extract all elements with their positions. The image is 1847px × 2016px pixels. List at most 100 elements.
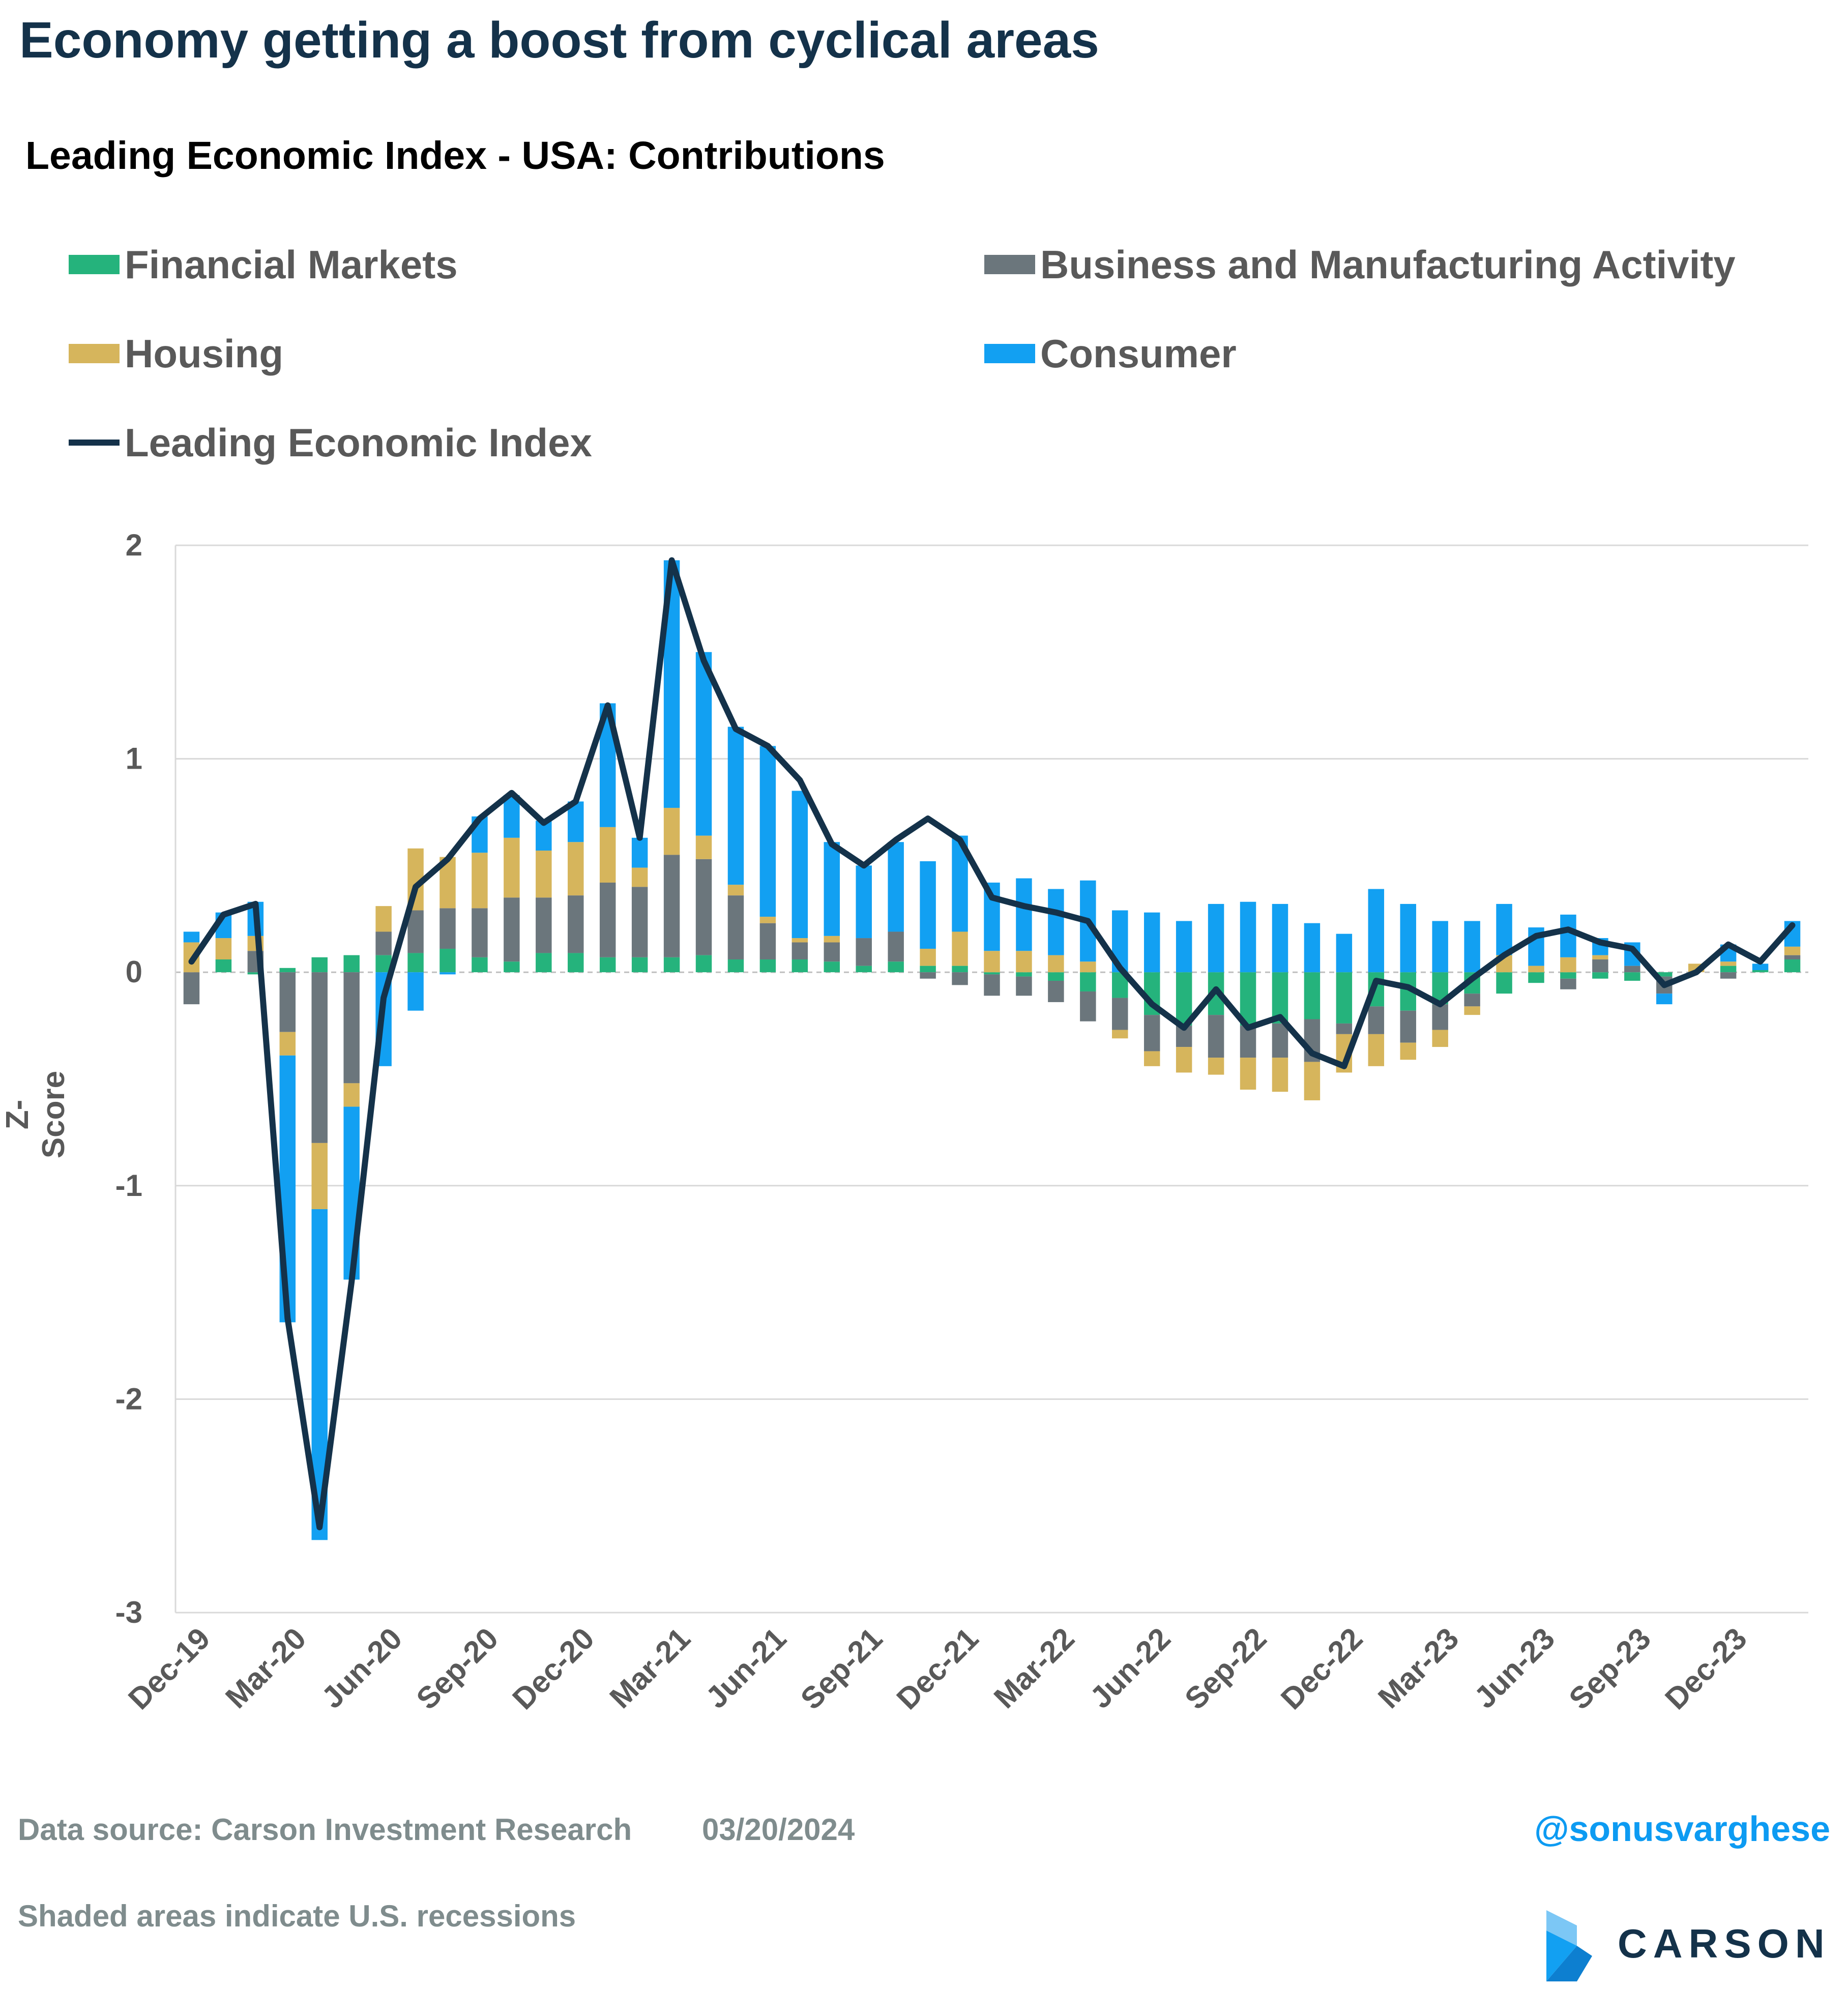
bar-business-and-manufacturing-activity [1048, 980, 1064, 1002]
recession-note: Shaded areas indicate U.S. recessions [18, 1899, 576, 1933]
x-tick-label: Jun-21 [699, 1621, 793, 1715]
bar-consumer [920, 861, 936, 949]
y-tick-label: -3 [115, 1595, 142, 1629]
bar-housing [311, 1143, 328, 1209]
y-tick-label: 1 [126, 742, 142, 776]
bar-financial-markets [1496, 972, 1512, 994]
x-tick-label: Jun-20 [315, 1621, 408, 1715]
bar-financial-markets [727, 959, 744, 973]
bar-consumer [439, 972, 456, 975]
bar-financial-markets [1624, 972, 1640, 981]
bar-business-and-manufacturing-activity [1240, 1026, 1256, 1058]
bars [183, 560, 1801, 1540]
legend-item-housing: Housing [69, 331, 283, 376]
bar-consumer [1208, 903, 1224, 973]
bar-housing [1144, 1051, 1160, 1066]
bar-housing [1176, 1047, 1192, 1073]
bar-business-and-manufacturing-activity [311, 972, 328, 1143]
bar-housing [568, 842, 584, 896]
bar-consumer [856, 865, 872, 939]
bar-business-and-manufacturing-activity [888, 931, 904, 962]
bar-housing [1080, 961, 1096, 973]
bar-business-and-manufacturing-activity [727, 895, 744, 960]
gridlines [175, 544, 1808, 1614]
bar-business-and-manufacturing-activity [1560, 978, 1576, 989]
bar-business-and-manufacturing-activity [631, 887, 648, 957]
bar-business-and-manufacturing-activity [504, 897, 520, 962]
data-date: 03/20/2024 [702, 1813, 855, 1847]
x-tick-label: Dec-20 [506, 1621, 601, 1716]
bar-business-and-manufacturing-activity [599, 882, 616, 957]
bar-business-and-manufacturing-activity [1624, 966, 1640, 973]
bar-housing [1272, 1058, 1288, 1092]
bar-consumer [791, 791, 808, 939]
x-tick-label: Sep-21 [794, 1621, 889, 1716]
bar-consumer [631, 837, 648, 868]
legend-label: Business and Manufacturing Activity [1040, 242, 1736, 287]
bar-financial-markets [472, 957, 488, 973]
bar-consumer [888, 842, 904, 932]
bar-financial-markets [439, 949, 456, 973]
bar-business-and-manufacturing-activity [663, 855, 680, 957]
bar-financial-markets [663, 957, 680, 973]
bar-financial-markets [1656, 972, 1673, 977]
legend-swatch-business-manufacturing [984, 255, 1035, 274]
bar-housing [375, 906, 392, 932]
legend-swatch-consumer [984, 344, 1035, 363]
bar-consumer [1464, 921, 1480, 973]
chart-subtitle: Leading Economic Index - USA: Contributi… [25, 134, 885, 178]
bar-housing [1400, 1042, 1416, 1060]
bar-housing [1368, 1034, 1385, 1066]
bar-financial-markets [984, 972, 1000, 975]
bar-housing [1016, 951, 1032, 973]
bar-financial-markets [215, 959, 232, 973]
bar-consumer [824, 842, 840, 936]
lei-series-line [188, 557, 1796, 1531]
bar-business-and-manufacturing-activity [1400, 1010, 1416, 1043]
bar-consumer [1176, 921, 1192, 973]
bar-business-and-manufacturing-activity [952, 972, 968, 985]
bar-housing [759, 917, 776, 923]
bar-consumer [1048, 889, 1064, 955]
x-tick-label: Dec-22 [1274, 1621, 1369, 1716]
bar-housing [599, 827, 616, 883]
bar-housing [215, 938, 232, 960]
bar-housing [727, 885, 744, 896]
bar-financial-markets [536, 953, 552, 973]
bar-business-and-manufacturing-activity [1272, 1023, 1288, 1058]
x-tick-label: Dec-21 [890, 1621, 985, 1716]
bar-financial-markets [311, 957, 328, 973]
bar-consumer [504, 795, 520, 838]
bar-business-and-manufacturing-activity [1144, 1015, 1160, 1051]
bar-consumer [1272, 903, 1288, 973]
bar-business-and-manufacturing-activity [1368, 1006, 1385, 1034]
bar-consumer [1016, 878, 1032, 951]
bar-housing [1432, 1030, 1448, 1047]
legend-item-consumer: Consumer [984, 331, 1237, 376]
legend-item-business-manufacturing: Business and Manufacturing Activity [984, 242, 1736, 287]
bar-housing [984, 951, 1000, 973]
bar-business-and-manufacturing-activity [791, 942, 808, 960]
bar-consumer [759, 746, 776, 917]
bar-consumer [695, 652, 712, 836]
bar-business-and-manufacturing-activity [1720, 972, 1737, 979]
bar-financial-markets [791, 959, 808, 973]
bar-financial-markets [1016, 972, 1032, 977]
bar-financial-markets [1560, 972, 1576, 979]
bar-housing [1784, 946, 1801, 955]
bar-housing [1048, 955, 1064, 973]
bar-financial-markets [1080, 972, 1096, 991]
x-tick-label: Mar-23 [1371, 1621, 1465, 1715]
bar-housing [920, 949, 936, 966]
bar-housing [1720, 961, 1737, 966]
bar-business-and-manufacturing-activity [856, 938, 872, 966]
bar-financial-markets [1784, 959, 1801, 973]
bar-financial-markets [1752, 970, 1769, 973]
bar-consumer [1560, 914, 1576, 957]
bar-business-and-manufacturing-activity [1464, 994, 1480, 1007]
chart-title: Economy getting a boost from cyclical ar… [19, 12, 1099, 69]
y-tick-label: 2 [126, 528, 142, 562]
bar-housing [1464, 1006, 1480, 1015]
legend-label: Housing [125, 331, 283, 376]
bar-business-and-manufacturing-activity [375, 931, 392, 955]
